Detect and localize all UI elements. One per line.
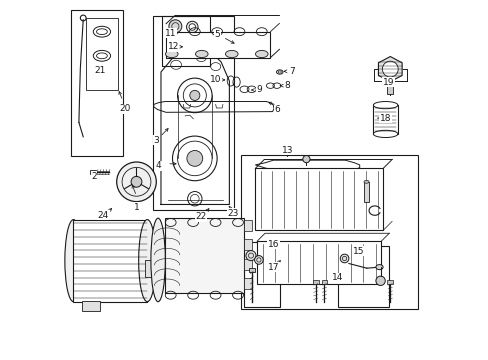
- Bar: [73, 220, 147, 302]
- Text: 16: 16: [267, 240, 279, 248]
- Text: 13: 13: [282, 146, 293, 155]
- Text: 7: 7: [288, 67, 294, 76]
- Text: 21: 21: [94, 66, 105, 75]
- Bar: [321, 280, 326, 284]
- Text: 18: 18: [379, 113, 390, 122]
- Bar: [244, 259, 252, 270]
- Bar: [257, 241, 381, 284]
- Text: 19: 19: [382, 77, 393, 86]
- Circle shape: [117, 162, 156, 202]
- Text: 2: 2: [91, 172, 97, 181]
- Ellipse shape: [373, 102, 397, 109]
- Polygon shape: [378, 57, 401, 82]
- Circle shape: [375, 276, 385, 285]
- Circle shape: [340, 254, 348, 263]
- Circle shape: [186, 150, 203, 166]
- Ellipse shape: [363, 180, 368, 183]
- Circle shape: [245, 251, 256, 261]
- Text: 20: 20: [119, 104, 130, 113]
- Circle shape: [382, 61, 397, 77]
- Bar: [386, 280, 392, 284]
- Ellipse shape: [139, 220, 156, 302]
- Text: 9: 9: [256, 85, 261, 94]
- Text: 15: 15: [352, 247, 364, 256]
- Bar: [244, 278, 252, 289]
- Ellipse shape: [189, 24, 195, 30]
- Text: 6: 6: [273, 105, 279, 114]
- Text: 14: 14: [332, 274, 343, 282]
- Bar: [145, 260, 156, 277]
- Text: 17: 17: [267, 263, 279, 271]
- Bar: [373, 105, 397, 134]
- Circle shape: [168, 20, 182, 33]
- Circle shape: [189, 90, 200, 100]
- Text: 24: 24: [98, 211, 109, 220]
- Bar: [82, 301, 101, 311]
- Bar: [248, 268, 254, 272]
- Ellipse shape: [255, 50, 267, 58]
- Circle shape: [131, 176, 142, 187]
- Ellipse shape: [225, 50, 238, 58]
- Text: 5: 5: [214, 30, 220, 39]
- Bar: [363, 182, 368, 202]
- Ellipse shape: [375, 265, 382, 270]
- Bar: [312, 280, 318, 284]
- Text: 1: 1: [133, 202, 139, 211]
- Text: 22: 22: [195, 212, 206, 221]
- Bar: [386, 84, 392, 94]
- Ellipse shape: [195, 50, 208, 58]
- Text: 8: 8: [284, 81, 290, 90]
- Text: 10: 10: [209, 76, 221, 85]
- Bar: [164, 218, 244, 293]
- Text: 11: 11: [164, 29, 176, 37]
- Ellipse shape: [373, 130, 397, 138]
- Bar: [255, 168, 382, 230]
- Circle shape: [254, 256, 263, 264]
- Ellipse shape: [65, 220, 82, 302]
- Ellipse shape: [151, 218, 165, 302]
- Ellipse shape: [186, 21, 198, 33]
- Bar: [244, 220, 252, 231]
- Text: 23: 23: [227, 209, 238, 217]
- Text: 3: 3: [153, 136, 159, 145]
- Bar: [90, 170, 96, 174]
- Circle shape: [302, 156, 309, 163]
- Text: 4: 4: [156, 161, 162, 170]
- Bar: [166, 32, 270, 58]
- Bar: [244, 239, 252, 250]
- Text: 12: 12: [167, 42, 179, 51]
- Ellipse shape: [165, 50, 178, 58]
